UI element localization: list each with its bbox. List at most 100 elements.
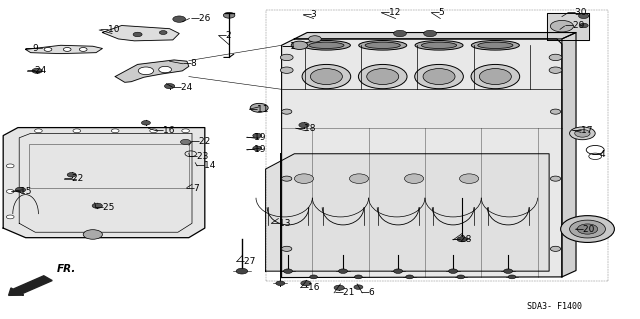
Circle shape [549, 54, 562, 61]
Circle shape [280, 54, 293, 61]
Circle shape [367, 69, 399, 85]
Circle shape [67, 173, 76, 177]
Circle shape [83, 230, 102, 239]
Polygon shape [3, 128, 205, 238]
Circle shape [282, 176, 292, 181]
Circle shape [334, 285, 344, 290]
Circle shape [310, 69, 342, 85]
Text: —2: —2 [218, 31, 232, 40]
Circle shape [35, 129, 42, 133]
Circle shape [550, 176, 561, 181]
Circle shape [182, 129, 189, 133]
Circle shape [6, 189, 14, 193]
Circle shape [301, 281, 311, 286]
Circle shape [73, 129, 81, 133]
Text: —22: —22 [191, 137, 211, 146]
Text: —1: —1 [282, 42, 296, 51]
FancyArrow shape [8, 276, 52, 295]
Circle shape [457, 237, 467, 242]
Circle shape [358, 64, 407, 89]
Circle shape [561, 216, 614, 242]
Circle shape [457, 275, 465, 279]
Text: —17: —17 [572, 126, 593, 135]
Circle shape [6, 215, 14, 219]
Circle shape [354, 285, 363, 289]
Circle shape [310, 275, 317, 279]
Circle shape [150, 129, 157, 133]
Circle shape [575, 130, 590, 137]
Circle shape [280, 67, 293, 73]
Circle shape [173, 16, 186, 22]
Circle shape [349, 174, 369, 183]
Circle shape [284, 269, 292, 273]
Circle shape [159, 66, 172, 73]
Polygon shape [562, 33, 576, 277]
Ellipse shape [415, 41, 463, 50]
Circle shape [479, 69, 511, 85]
Circle shape [159, 31, 167, 34]
Circle shape [577, 224, 598, 234]
Text: —20: —20 [575, 225, 595, 234]
Circle shape [550, 109, 561, 114]
Circle shape [250, 103, 268, 112]
Polygon shape [282, 39, 562, 278]
Circle shape [282, 109, 292, 114]
Polygon shape [547, 13, 589, 40]
Circle shape [294, 174, 314, 183]
Text: —19: —19 [246, 145, 266, 154]
Circle shape [92, 203, 102, 208]
Circle shape [550, 246, 561, 251]
Text: —12: —12 [380, 8, 401, 17]
Text: —19: —19 [246, 133, 266, 142]
Text: —4: —4 [591, 150, 606, 159]
Text: —7: —7 [186, 184, 200, 193]
Circle shape [253, 133, 262, 138]
Text: —10: —10 [99, 25, 120, 34]
Text: —25: —25 [95, 204, 115, 212]
Circle shape [180, 139, 191, 145]
Circle shape [406, 275, 413, 279]
Text: —16: —16 [300, 283, 320, 292]
Circle shape [460, 174, 479, 183]
Circle shape [276, 281, 285, 286]
Circle shape [299, 122, 309, 128]
Text: —16: —16 [155, 126, 175, 135]
Circle shape [308, 36, 321, 42]
Circle shape [423, 69, 455, 85]
Circle shape [63, 48, 71, 51]
Circle shape [570, 127, 595, 140]
Circle shape [404, 174, 424, 183]
Ellipse shape [421, 42, 457, 48]
Circle shape [236, 268, 248, 274]
Circle shape [141, 121, 150, 125]
Text: —26: —26 [191, 14, 211, 23]
Circle shape [164, 84, 175, 89]
Ellipse shape [471, 41, 520, 50]
Ellipse shape [365, 42, 401, 48]
Circle shape [223, 12, 235, 18]
Circle shape [79, 48, 87, 51]
Circle shape [424, 30, 436, 37]
Text: —15: —15 [12, 187, 32, 196]
Polygon shape [115, 60, 189, 82]
Circle shape [133, 32, 142, 37]
Ellipse shape [308, 42, 344, 48]
Polygon shape [294, 33, 576, 39]
Circle shape [449, 269, 458, 273]
Text: —6: —6 [361, 288, 376, 297]
Text: —24: —24 [173, 83, 193, 92]
Polygon shape [266, 154, 549, 271]
Circle shape [415, 64, 463, 89]
Text: —23: —23 [188, 152, 209, 161]
Text: —3: —3 [302, 10, 317, 19]
Polygon shape [26, 45, 102, 54]
Text: —30: —30 [567, 8, 588, 17]
Polygon shape [102, 26, 179, 41]
Circle shape [508, 275, 516, 279]
Circle shape [111, 129, 119, 133]
Circle shape [253, 146, 262, 151]
Text: —28: —28 [452, 235, 472, 244]
Circle shape [394, 30, 406, 37]
Text: SDA3- F1400: SDA3- F1400 [527, 302, 582, 311]
Text: —27: —27 [236, 257, 256, 266]
